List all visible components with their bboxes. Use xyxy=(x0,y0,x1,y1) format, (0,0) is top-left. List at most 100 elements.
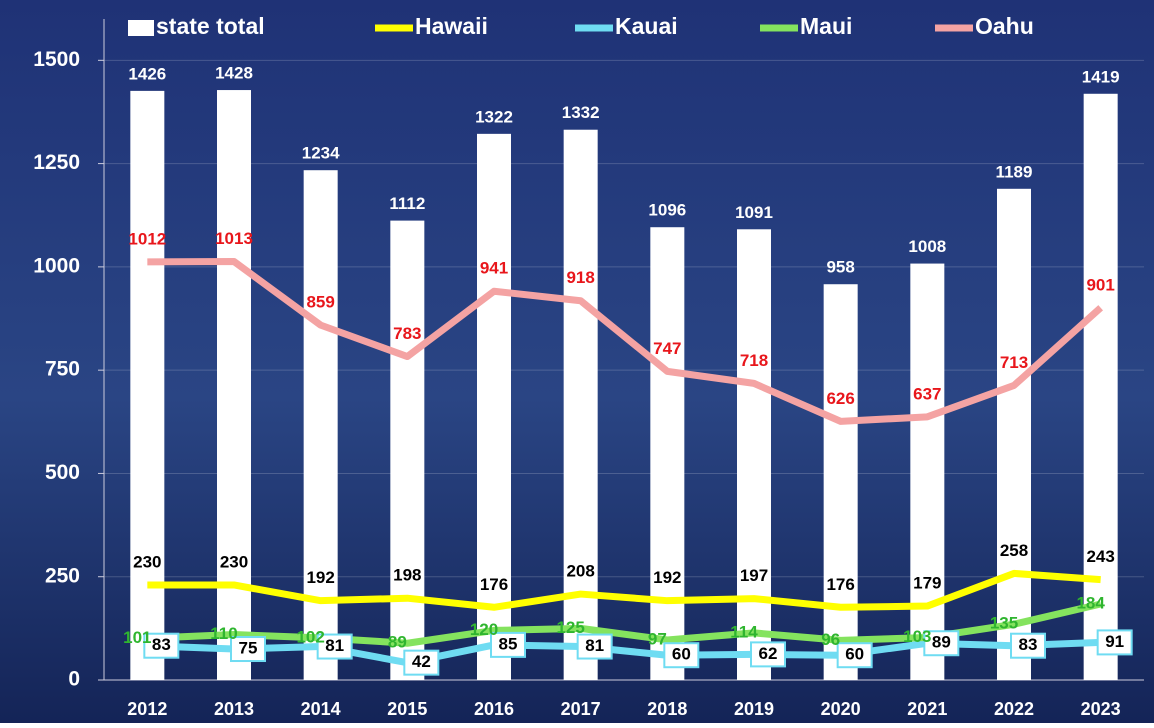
data-label: 1332 xyxy=(562,103,600,122)
data-label: 114 xyxy=(730,622,758,641)
data-label: 120 xyxy=(470,620,498,639)
data-label: 101 xyxy=(123,628,151,647)
data-label: 60 xyxy=(845,645,864,664)
data-label: 1012 xyxy=(128,229,166,248)
data-label: 97 xyxy=(648,629,667,648)
data-label: 85 xyxy=(499,634,518,653)
label-box xyxy=(1096,629,1133,656)
data-label: 62 xyxy=(759,644,778,663)
x-tick-label: 2013 xyxy=(214,699,254,719)
bar xyxy=(303,170,338,681)
y-tick-label: 500 xyxy=(45,461,80,484)
label-box xyxy=(403,649,440,676)
label-box xyxy=(230,636,266,663)
x-tick-label: 2021 xyxy=(907,699,947,719)
data-label: 747 xyxy=(653,339,681,358)
data-label: 89 xyxy=(932,633,951,652)
bar xyxy=(650,227,685,680)
legend-label: Maui xyxy=(800,13,852,39)
data-label: 81 xyxy=(585,636,604,655)
data-label: 243 xyxy=(1086,547,1114,566)
data-label: 125 xyxy=(556,618,584,637)
label-box xyxy=(923,630,960,657)
data-label: 941 xyxy=(480,259,508,278)
data-label: 176 xyxy=(480,575,508,594)
y-tick-label: 1250 xyxy=(33,151,80,174)
data-label: 1234 xyxy=(302,144,340,163)
data-label: 192 xyxy=(653,568,681,587)
data-label: 1013 xyxy=(215,229,253,248)
bar xyxy=(390,220,425,681)
bar xyxy=(477,133,511,680)
bar xyxy=(997,188,1031,680)
data-label: 60 xyxy=(672,645,691,664)
label-box xyxy=(750,641,786,668)
data-label: 96 xyxy=(821,630,840,649)
data-label: 198 xyxy=(393,566,421,585)
data-label: 91 xyxy=(1105,632,1124,651)
data-label: 1008 xyxy=(908,237,946,256)
x-tick-label: 2022 xyxy=(994,699,1034,719)
data-label: 42 xyxy=(412,652,431,671)
label-box xyxy=(316,633,353,660)
label-box xyxy=(143,632,180,659)
data-label: 208 xyxy=(566,562,594,581)
x-tick-label: 2014 xyxy=(301,699,341,719)
x-tick-label: 2018 xyxy=(647,699,687,719)
data-label: 83 xyxy=(152,635,171,654)
data-label: 184 xyxy=(1076,593,1105,612)
x-tick-label: 2016 xyxy=(474,699,514,719)
data-label: 1428 xyxy=(215,64,253,83)
y-tick-label: 1000 xyxy=(33,254,80,277)
data-label: 1112 xyxy=(389,194,425,213)
bar xyxy=(217,90,251,681)
data-label: 1426 xyxy=(128,64,166,83)
data-label: 718 xyxy=(740,351,768,370)
legend-label: Hawaii xyxy=(415,13,488,39)
data-label: 258 xyxy=(1000,541,1028,560)
data-label: 192 xyxy=(306,568,334,587)
data-label: 89 xyxy=(388,633,407,652)
data-label: 176 xyxy=(826,575,854,594)
data-label: 179 xyxy=(913,574,941,593)
x-tick-label: 2015 xyxy=(387,699,427,719)
x-tick-label: 2017 xyxy=(561,699,601,719)
data-label: 1096 xyxy=(648,201,686,220)
bar xyxy=(130,90,165,681)
data-label: 1189 xyxy=(996,162,1033,181)
bar xyxy=(910,263,945,680)
data-label: 135 xyxy=(990,614,1018,633)
bar xyxy=(823,284,858,680)
data-label: 918 xyxy=(566,268,594,287)
data-label: 626 xyxy=(826,389,854,408)
data-label: 1419 xyxy=(1082,67,1120,86)
y-tick-label: 750 xyxy=(45,358,80,381)
data-label: 81 xyxy=(325,636,344,655)
bar xyxy=(1083,93,1118,680)
x-tick-label: 2019 xyxy=(734,699,774,719)
data-label: 958 xyxy=(826,258,854,277)
y-tick-label: 1500 xyxy=(33,48,80,71)
line xyxy=(147,569,1101,611)
label-box xyxy=(1010,632,1046,659)
data-label: 1091 xyxy=(735,203,773,222)
data-label: 110 xyxy=(210,624,237,643)
data-label: 783 xyxy=(393,324,421,343)
data-label: 230 xyxy=(220,552,248,571)
label-box xyxy=(490,631,526,658)
data-label: 637 xyxy=(913,384,941,403)
x-tick-label: 2012 xyxy=(127,699,167,719)
line xyxy=(147,258,1104,425)
legend-label: Kauai xyxy=(615,13,678,39)
data-label: 1322 xyxy=(475,107,513,126)
data-label: 859 xyxy=(306,293,334,312)
data-label: 103 xyxy=(903,627,931,646)
data-label: 197 xyxy=(740,566,768,585)
data-label: 230 xyxy=(133,552,161,571)
y-tick-label: 250 xyxy=(45,564,80,587)
label-box xyxy=(576,633,613,660)
x-tick-label: 2023 xyxy=(1081,699,1121,719)
x-tick-label: 2020 xyxy=(821,699,861,719)
label-box xyxy=(663,642,700,669)
